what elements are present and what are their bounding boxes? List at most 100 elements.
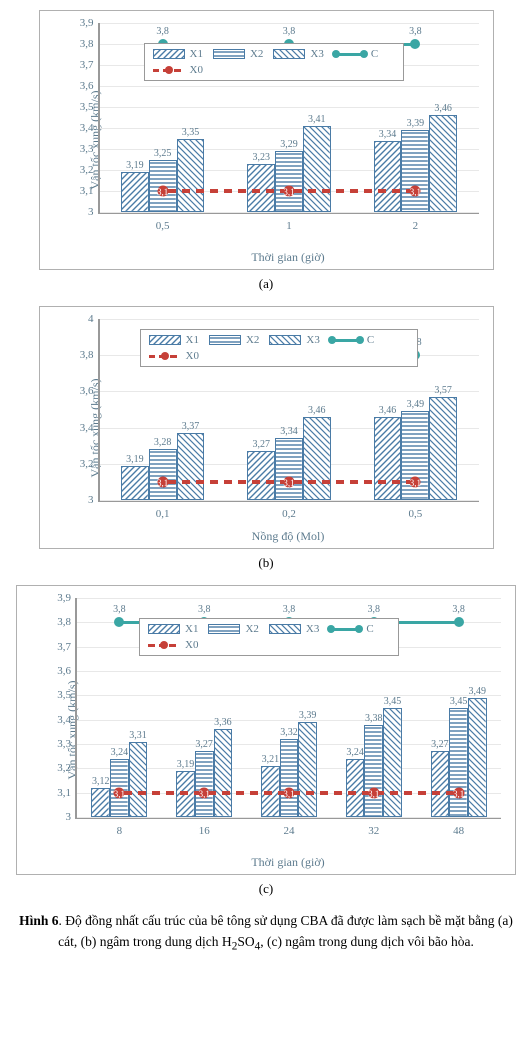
ytick: 3	[88, 494, 94, 506]
x0-dash	[168, 480, 176, 484]
bar-value: 3,32	[280, 727, 298, 738]
ytick: 3	[66, 811, 72, 823]
c-point	[454, 617, 464, 627]
bar-x3: 3,37	[177, 433, 205, 500]
x0-dash	[250, 791, 258, 795]
ytick: 3,3	[57, 738, 71, 750]
bar-value: 3,49	[468, 686, 486, 697]
sublabel-a: (a)	[8, 276, 524, 292]
x0-dash	[350, 480, 358, 484]
bar-value: 3,12	[92, 776, 110, 787]
x0-dash	[336, 189, 344, 193]
chart-a-plot: X1 X2 X3 C X0 33,13,23,33,43,53,63,73,83…	[98, 23, 479, 214]
c-value: 3,8	[113, 604, 126, 615]
legend-x3: X3	[310, 48, 323, 60]
bar-x2: 3,45	[449, 708, 468, 818]
x0-dash	[222, 791, 230, 795]
x0-dash	[168, 189, 176, 193]
xtick: 0,5	[408, 508, 422, 520]
c-value: 3,8	[283, 26, 296, 37]
bar-value: 3,23	[252, 152, 270, 163]
x0-dash	[334, 791, 342, 795]
c-value: 3,8	[283, 604, 296, 615]
x0-point	[410, 186, 421, 197]
x0-dash	[138, 791, 146, 795]
x0-dash	[224, 480, 232, 484]
ytick: 3,1	[80, 185, 94, 197]
ytick: 3,4	[80, 422, 94, 434]
x0-point	[284, 186, 295, 197]
bar-x2: 3,39	[401, 130, 429, 212]
chart-a: Vận tốc xung (km/s) X1 X2 X3 C X0 33,13,…	[39, 10, 494, 270]
legend-x0: X0	[190, 64, 203, 76]
sublabel-b: (b)	[8, 555, 524, 571]
x0-point	[199, 787, 210, 798]
bar-x1: 3,19	[121, 172, 149, 212]
bar-value: 3,34	[280, 426, 298, 437]
bar-x3: 3,45	[383, 708, 402, 818]
x0-dash	[392, 480, 400, 484]
bar-x3: 3,36	[214, 729, 233, 817]
x0-dash	[210, 480, 218, 484]
xtick: 2	[413, 220, 419, 232]
xtick: 8	[117, 825, 123, 837]
bar-x3: 3,35	[177, 139, 205, 213]
ytick: 3	[88, 206, 94, 218]
bar-x2: 3,28	[149, 449, 177, 500]
x0-dash	[432, 791, 440, 795]
c-value: 3,8	[452, 604, 465, 615]
ytick: 3,9	[57, 592, 71, 604]
x0-point	[114, 787, 125, 798]
bar-value: 3,19	[177, 759, 195, 770]
ytick: 3,4	[80, 122, 94, 134]
bar-value: 3,37	[182, 421, 200, 432]
x0-dash	[252, 480, 260, 484]
c-value: 3,8	[368, 604, 381, 615]
chart-a-legend: X1 X2 X3 C X0	[144, 43, 404, 81]
bar-value: 3,19	[126, 454, 144, 465]
bar-value: 3,21	[262, 754, 280, 765]
bar-value: 3,57	[434, 385, 452, 396]
bar-x3: 3,57	[429, 397, 457, 500]
bar-value: 3,39	[299, 710, 317, 721]
ytick: 3,2	[80, 164, 94, 176]
bar-x2: 3,29	[275, 151, 303, 212]
x0-dash	[418, 791, 426, 795]
c-point	[410, 39, 420, 49]
x0-dash	[294, 189, 302, 193]
bar-value: 3,35	[182, 127, 200, 138]
c-point	[114, 617, 124, 627]
x0-point	[284, 787, 295, 798]
sublabel-c: (c)	[8, 881, 524, 897]
chart-c-legend: X1 X2 X3 C X0	[139, 618, 399, 656]
x0-dash	[238, 480, 246, 484]
ytick: 3,6	[80, 80, 94, 92]
ytick: 3,8	[80, 38, 94, 50]
legend-x1: X1	[190, 48, 203, 60]
xtick: 0,1	[156, 508, 170, 520]
bar-value: 3,36	[214, 717, 232, 728]
bar-value: 3,27	[431, 739, 449, 750]
bar-x2: 3,32	[280, 739, 299, 817]
chart-c-plot: X1 X2 X3 C X0 33,13,23,33,43,53,63,73,83…	[75, 598, 501, 819]
x0-dash	[294, 480, 302, 484]
c-value: 3,8	[156, 26, 169, 37]
x0-dash	[252, 189, 260, 193]
xtick: 32	[368, 825, 379, 837]
c-value: 3,8	[198, 604, 211, 615]
x0-dash	[378, 189, 386, 193]
ytick: 3,2	[57, 762, 71, 774]
x0-dash	[306, 791, 314, 795]
chart-b-plot: X1 X2 X3 C X0 33,23,43,63,843,193,273,46…	[98, 319, 479, 502]
bar-value: 3,28	[154, 437, 172, 448]
x0-dash	[336, 480, 344, 484]
bar-x3: 3,31	[129, 742, 148, 817]
x0-dash	[224, 189, 232, 193]
bar-value: 3,39	[407, 118, 425, 129]
x0-dash	[196, 189, 204, 193]
chart-c-xlabel: Thời gian (giờ)	[251, 855, 324, 870]
x0-dash	[364, 480, 372, 484]
x0-dash	[124, 791, 132, 795]
bar-value: 3,34	[379, 129, 397, 140]
bar-value: 3,46	[379, 405, 397, 416]
